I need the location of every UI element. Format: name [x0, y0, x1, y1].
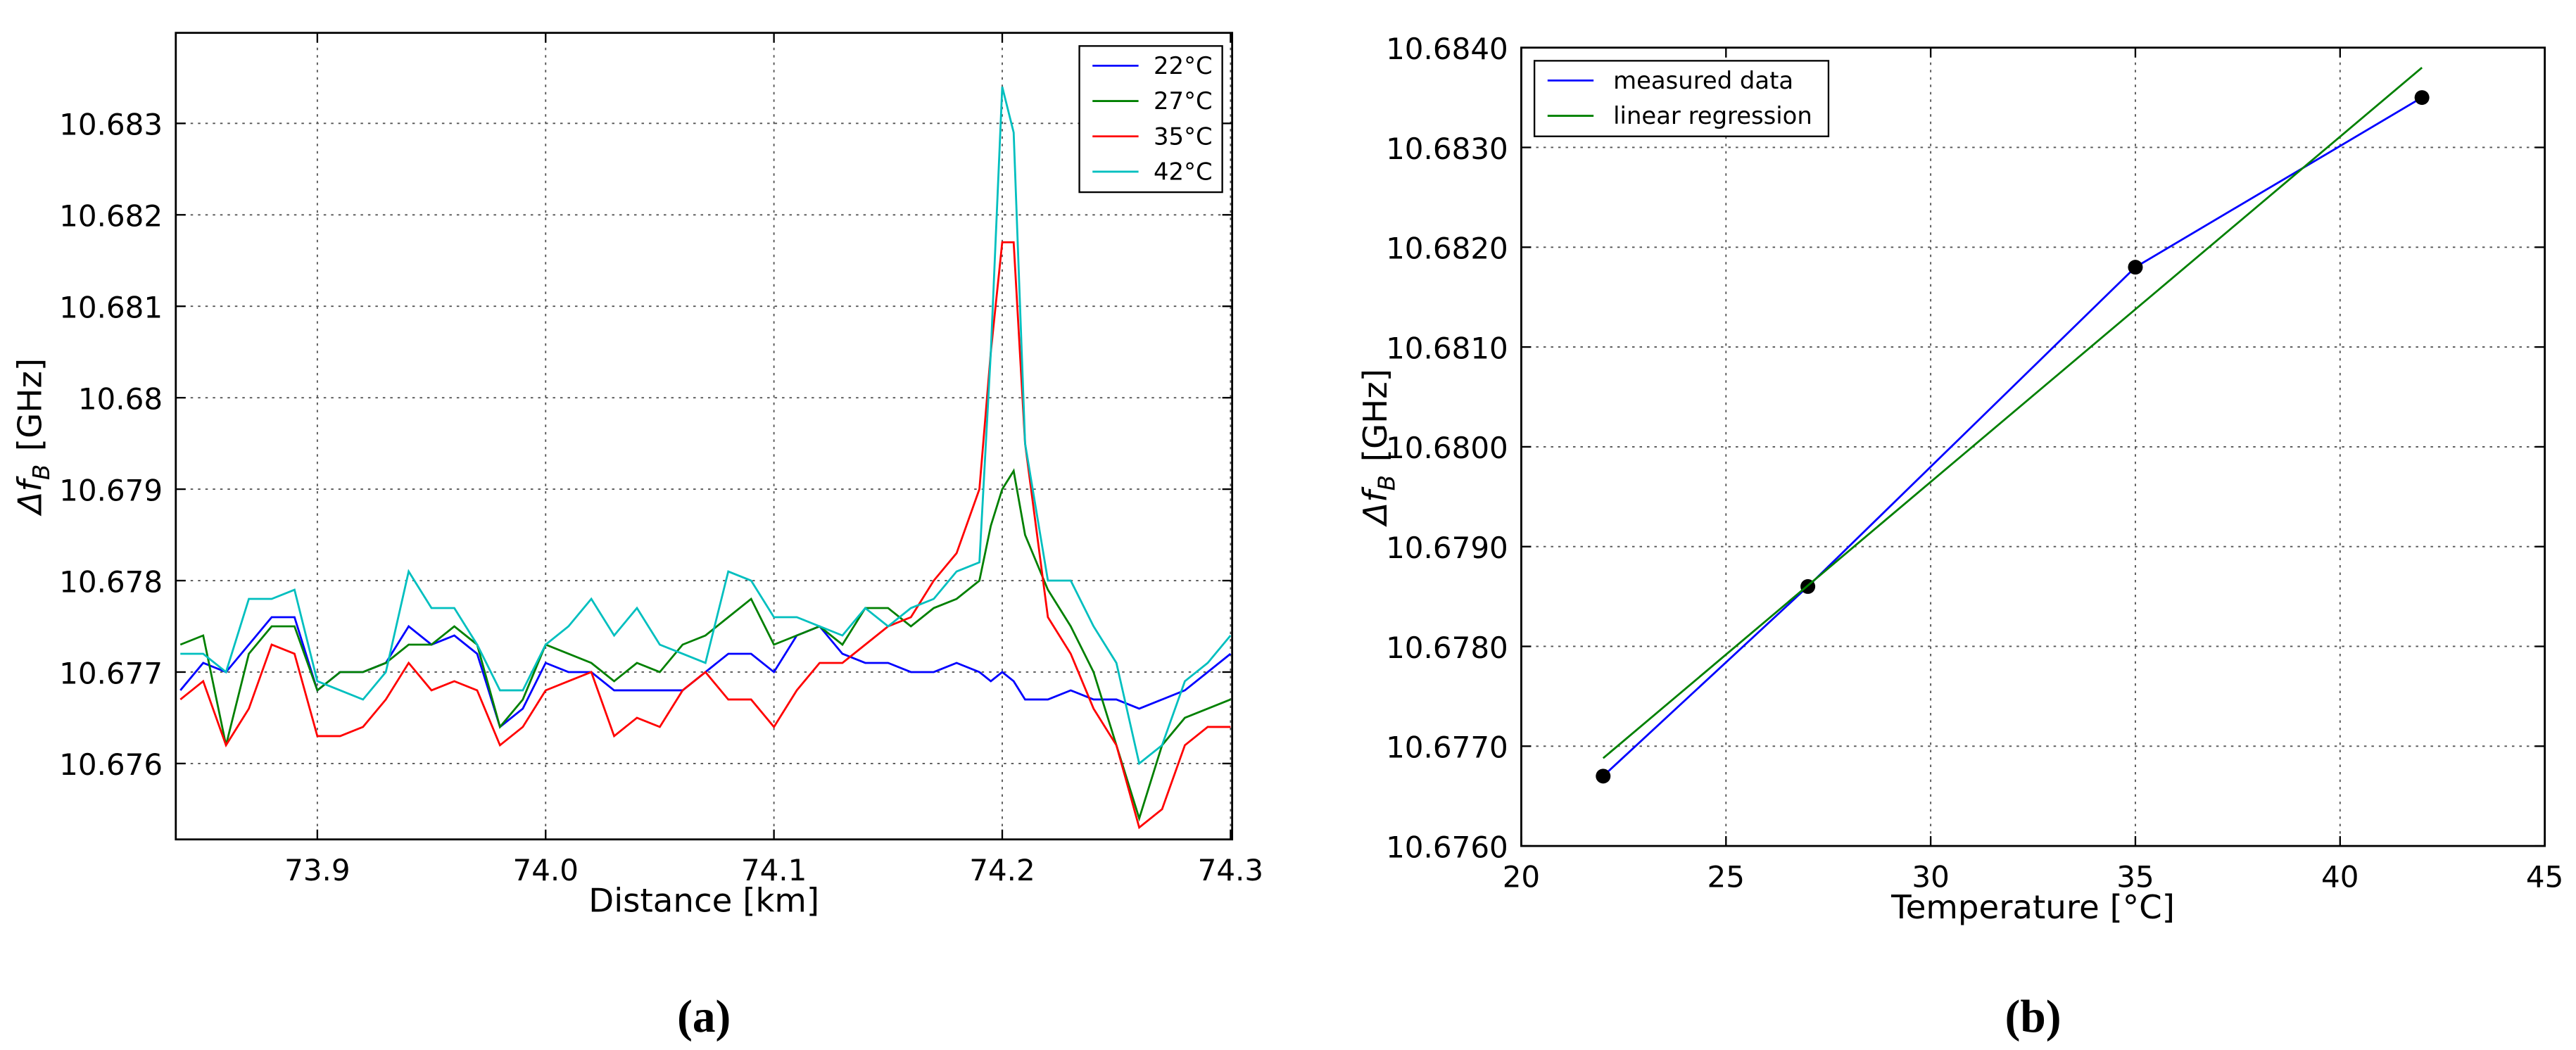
plot-frame [175, 32, 1234, 841]
legend-box [1533, 60, 1830, 137]
x-tick-label: 40 [2321, 859, 2359, 894]
x-tick-label: 20 [1503, 859, 1540, 894]
series-line [179, 468, 1231, 822]
y-label-subscript: B [28, 464, 55, 480]
caption: (b) [2005, 992, 2062, 1042]
series-line [180, 86, 1232, 766]
series-line [1602, 96, 2423, 777]
plot-frame [1520, 46, 2546, 847]
y-tick-label: 10.6800 [1386, 431, 1508, 465]
y-axis-label: ΔfB [GHz] [11, 358, 55, 517]
legend-label: 35°C [1154, 122, 1213, 150]
y-tick-label: 10.6770 [1386, 730, 1508, 765]
y-tick-label: 10.6840 [1386, 32, 1508, 66]
y-tick-label: 10.678 [59, 564, 163, 599]
y-label-subscript: B [1374, 475, 1401, 491]
y-tick-label: 10.6780 [1386, 631, 1508, 665]
y-tick-label: 10.682 [59, 199, 163, 234]
x-tick-label: 35 [2116, 859, 2154, 894]
y-tick-label: 10.6820 [1386, 232, 1508, 266]
y-tick-label: 10.6830 [1386, 132, 1508, 166]
x-tick-label: 74.0 [512, 853, 579, 887]
series-line [1602, 66, 2423, 759]
y-label-unit: [GHz] [11, 358, 49, 451]
y-tick-label: 10.676 [59, 747, 163, 782]
data-point [2128, 260, 2143, 275]
legend-label: 27°C [1154, 87, 1213, 115]
x-tick-label: 74.2 [969, 853, 1035, 887]
y-label-unit: [GHz] [1357, 369, 1395, 462]
y-label-symbol: Δf [11, 476, 49, 517]
y-tick-label: 10.6790 [1386, 531, 1508, 565]
series-line [179, 241, 1231, 830]
x-tick-label: 25 [1707, 859, 1745, 894]
y-tick-label: 10.681 [59, 291, 163, 325]
y-tick-label: 10.6810 [1386, 331, 1508, 365]
y-label-symbol: Δf [1357, 486, 1395, 527]
data-point [2414, 90, 2430, 106]
x-axis-label: Distance [km] [588, 882, 819, 920]
y-tick-label: 10.677 [59, 656, 163, 690]
y-tick-label: 10.6760 [1386, 830, 1508, 864]
legend-box [1078, 45, 1223, 194]
legend-label: measured data [1613, 67, 1793, 94]
y-tick-label: 10.683 [59, 108, 163, 142]
x-tick-label: 30 [1912, 859, 1949, 894]
x-tick-label: 73.9 [284, 853, 351, 887]
chart: 73.9 74.0 74.1 74.2 74.3 10.676 10.677 10.678 10… [11, 32, 1264, 1042]
y-tick-label: 10.68 [78, 381, 163, 416]
x-tick-label: 74.3 [1198, 853, 1264, 887]
y-tick-label: 10.679 [59, 473, 163, 507]
data-point [1596, 768, 1611, 784]
legend-label: 22°C [1154, 52, 1213, 80]
caption: (a) [677, 992, 731, 1042]
x-tick-label: 45 [2526, 859, 2563, 894]
x-tick-label: 74.1 [741, 853, 807, 887]
chart: 20 25 30 35 40 45 10.6760 10.6770 10.6780 10.6790… [1357, 32, 2563, 1042]
y-axis-label: ΔfB [GHz] [1357, 369, 1401, 527]
x-axis-label: Temperature [°C] [1890, 889, 2175, 927]
plot-area [175, 32, 1232, 840]
legend-label: 42°C [1154, 158, 1213, 186]
legend-label: linear regression [1613, 102, 1812, 129]
